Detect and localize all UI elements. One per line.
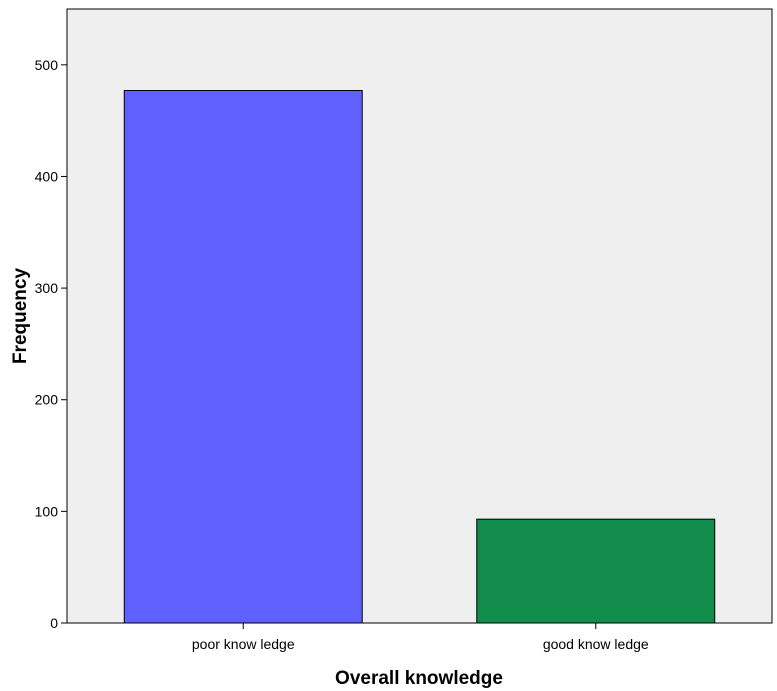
y-tick-label: 0 [50,615,58,631]
bar-poor-knowledge [123,89,363,624]
y-tick-label: 300 [35,280,59,296]
y-tick-label: 100 [35,503,59,519]
y-axis: 0 100 200 300 400 500 [35,57,67,631]
x-axis: poor know ledge good know ledge [192,623,649,652]
x-tick-label: poor know ledge [192,636,295,652]
bars-group [123,89,716,624]
x-tick-label: good know ledge [543,636,649,652]
x-axis-title: Overall knowledge [335,668,503,689]
y-tick-label: 400 [35,168,59,184]
y-tick-label: 500 [35,57,59,73]
y-tick-label: 200 [35,392,59,408]
bar-good-knowledge [476,518,716,624]
y-axis-title: Frequency [10,268,31,365]
